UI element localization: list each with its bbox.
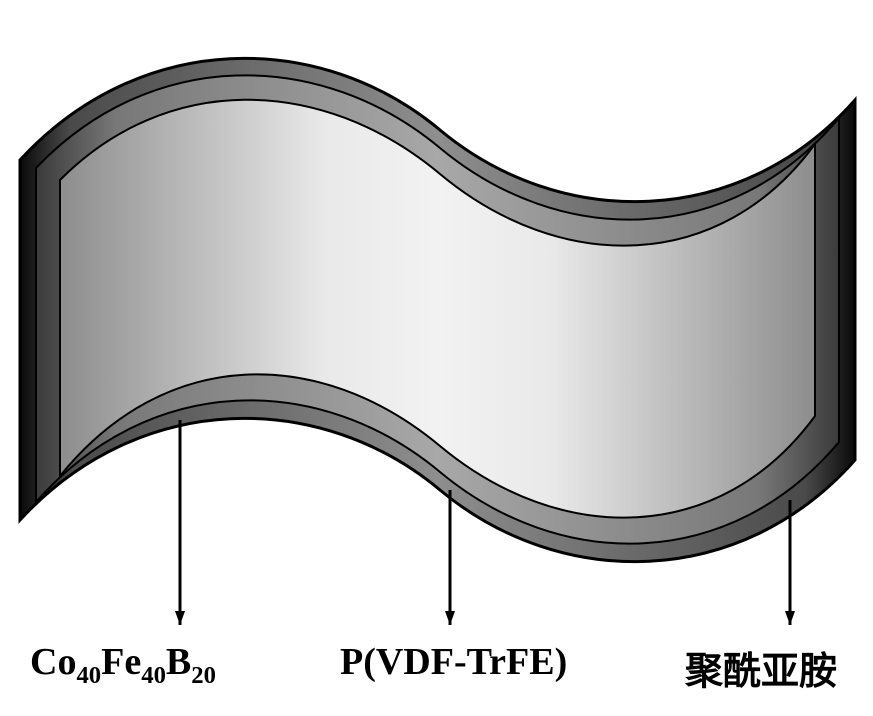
diagram-stage: Co40Fe40B20 P(VDF-TrFE) 聚酰亚胺: [0, 0, 873, 716]
inner-label: Co40Fe40B20: [30, 640, 216, 684]
arrowhead-outer: [785, 611, 795, 625]
outer-label: 聚酰亚胺: [685, 640, 837, 695]
arrowhead-inner: [175, 611, 185, 625]
layer-diagram-svg: [0, 0, 873, 716]
middle-label: P(VDF-TrFE): [340, 640, 567, 684]
arrowhead-middle: [445, 611, 455, 625]
